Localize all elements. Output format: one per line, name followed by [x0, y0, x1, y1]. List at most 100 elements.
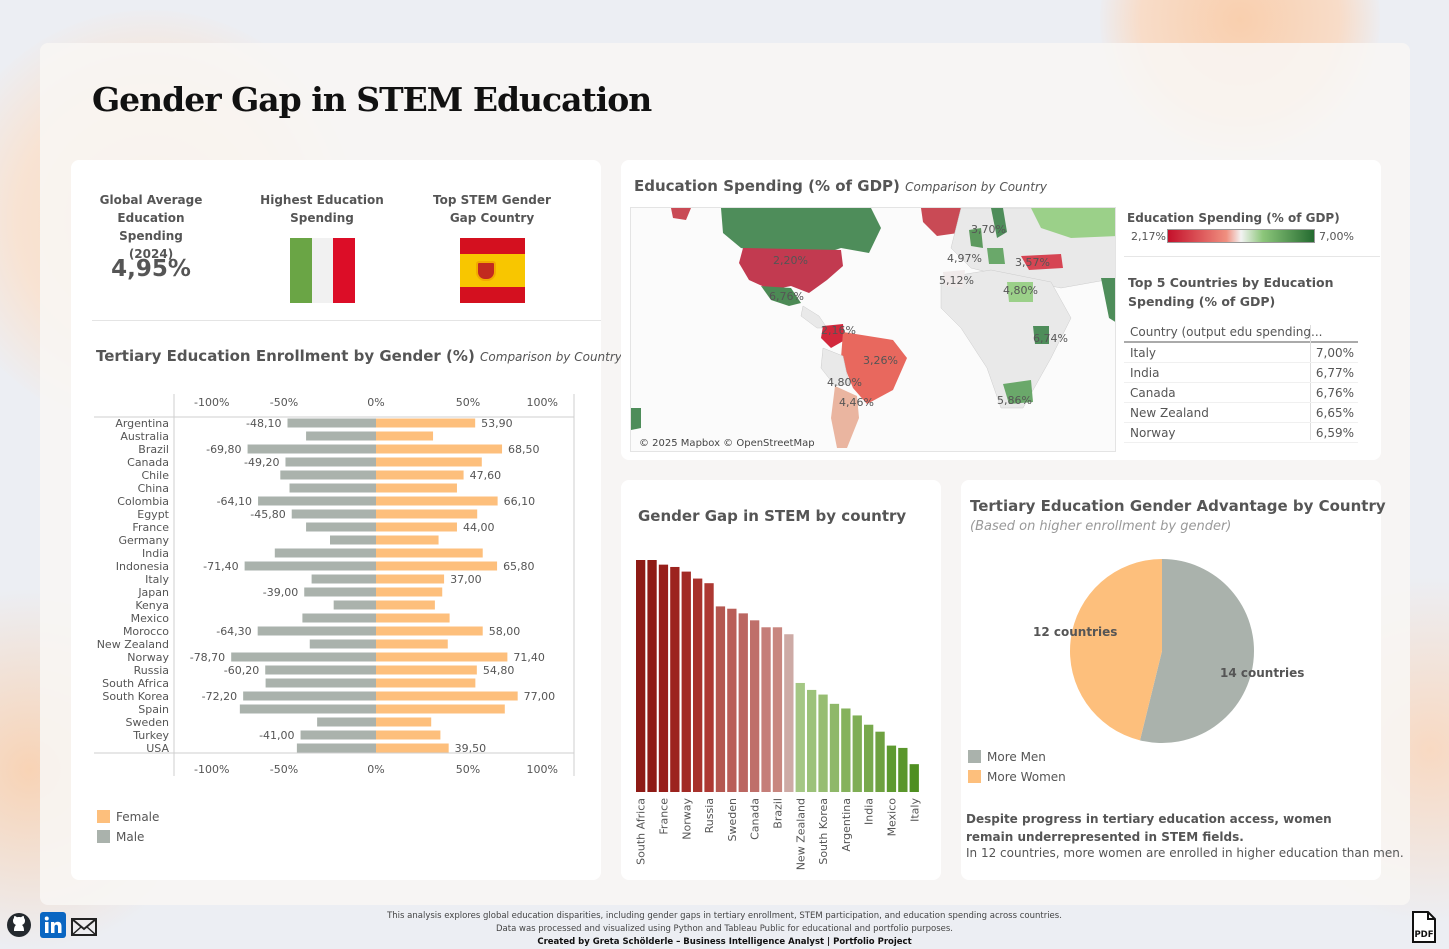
enroll-country-label: China [138, 482, 169, 495]
top5-row[interactable]: Norway 6,59% [1124, 423, 1358, 443]
top5-row[interactable]: New Zealand 6,65% [1124, 403, 1358, 423]
stem-country-label: New Zealand [794, 798, 807, 870]
male-bar [287, 418, 376, 428]
map-value-label: 3,70% [971, 223, 1006, 236]
map-colombia [821, 324, 845, 348]
stem-bar [693, 578, 703, 792]
enroll-country-label: Canada [127, 456, 169, 469]
female-bar [376, 639, 448, 649]
stem-bar [784, 634, 794, 792]
enroll-country-label: Germany [118, 534, 169, 547]
spain-flag-icon [460, 238, 525, 303]
male-bar [330, 535, 376, 545]
footer-line-2: Data was processed and visualized using … [496, 924, 953, 934]
pie-slice [1070, 559, 1162, 741]
male-bar [333, 600, 376, 610]
female-bar [376, 600, 435, 610]
female-bar [376, 431, 434, 441]
map-legend-title: Education Spending (% of GDP) [1127, 211, 1340, 225]
enroll-country-label: New Zealand [97, 638, 169, 651]
enroll-tick-top: -50% [270, 396, 298, 409]
female-bar [376, 626, 483, 636]
female-bar [376, 561, 498, 571]
male-data-label: -39,00 [263, 586, 298, 599]
female-bar [376, 652, 508, 662]
male-data-label: -41,00 [259, 729, 294, 742]
stem-country-label: Brazil [771, 798, 784, 829]
map-legend-divider [1124, 256, 1380, 257]
female-bar [376, 678, 476, 688]
map-morocco [943, 270, 965, 288]
legend-more-women[interactable]: More Women [968, 770, 1066, 784]
map-sweden [991, 208, 1007, 238]
github-icon[interactable] [6, 912, 32, 938]
top5-value: 7,00% [1315, 346, 1354, 360]
world-map[interactable]: 3,70% 2,20% 4,97% 3,57% 5,12% 4,80% 6,74% 3,26%… [630, 207, 1116, 452]
stem-country-label: Norway [680, 798, 693, 840]
stem-bar [670, 566, 680, 792]
male-bar [280, 470, 376, 480]
pdf-icon[interactable]: PDF [1410, 911, 1438, 943]
enroll-country-label: Argentina [115, 417, 169, 430]
legend-more-men[interactable]: More Men [968, 750, 1046, 764]
stem-bar [852, 715, 862, 792]
enroll-country-label: Colombia [117, 495, 169, 508]
top5-country: India [1130, 366, 1160, 380]
email-icon[interactable] [71, 914, 97, 940]
male-data-label: -78,70 [190, 651, 225, 664]
page-title: Gender Gap in STEM Education [92, 80, 652, 119]
legend-female[interactable]: Female [97, 810, 159, 824]
male-bar [296, 743, 376, 753]
top5-row[interactable]: Canada 6,76% [1124, 383, 1358, 403]
male-data-label: -48,10 [246, 417, 281, 430]
enroll-country-label: Russia [134, 664, 169, 677]
advantage-pie [1070, 559, 1254, 743]
female-bar [376, 509, 478, 519]
top5-row[interactable]: Italy 7,00% [1124, 343, 1358, 363]
map-egypt [1007, 282, 1033, 302]
enroll-country-label: Japan [137, 586, 169, 599]
top5-title: Top 5 Countries by Education Spending (%… [1128, 275, 1334, 309]
male-bar [258, 496, 376, 506]
male-bar [244, 561, 376, 571]
enroll-tick-bottom: 50% [456, 763, 480, 776]
map-central-am [800, 305, 828, 329]
top5-row[interactable]: India 6,77% [1124, 363, 1358, 383]
stem-country-label: India [863, 798, 876, 825]
pie-label-women: 12 countries [1033, 625, 1118, 639]
female-data-label: 53,90 [481, 417, 513, 430]
top5-column-header[interactable]: Country (output edu spending... [1130, 325, 1323, 339]
linkedin-icon[interactable] [40, 912, 66, 938]
enroll-country-label: Mexico [131, 612, 170, 625]
female-bar [376, 691, 518, 701]
map-value-label: 4,46% [839, 396, 874, 409]
male-bar [306, 431, 376, 441]
enroll-tick-bottom: 100% [527, 763, 558, 776]
enroll-country-label: Sweden [126, 716, 169, 729]
male-bar [306, 522, 376, 532]
enroll-country-label: India [142, 547, 169, 560]
enroll-tick-top: 0% [367, 396, 384, 409]
top5-value: 6,76% [1315, 386, 1354, 400]
stem-bar [658, 564, 669, 792]
enroll-tick-bottom: 0% [367, 763, 384, 776]
map-value-label: 3,26% [863, 354, 898, 367]
map-argentina [831, 386, 859, 448]
male-bar [243, 691, 376, 701]
male-data-label: -64,30 [216, 625, 251, 638]
map-value-label: 6,76% [769, 290, 804, 303]
male-bar [265, 665, 376, 675]
map-kenya [1033, 326, 1049, 344]
enroll-country-label: Brazil [138, 443, 169, 456]
stem-country-label: France [657, 798, 670, 835]
legend-male[interactable]: Male [97, 830, 144, 844]
map-nz [631, 408, 641, 430]
kpi-divider [92, 320, 601, 321]
male-bar [257, 626, 376, 636]
map-value-label: 4,97% [947, 252, 982, 265]
map-title: Education Spending (% of GDP) Comparison… [634, 177, 1047, 195]
female-data-label: 65,80 [503, 560, 535, 573]
enroll-country-label: Morocco [123, 625, 169, 638]
top5-header-line [1124, 341, 1358, 343]
map-value-label: 4,80% [827, 376, 862, 389]
